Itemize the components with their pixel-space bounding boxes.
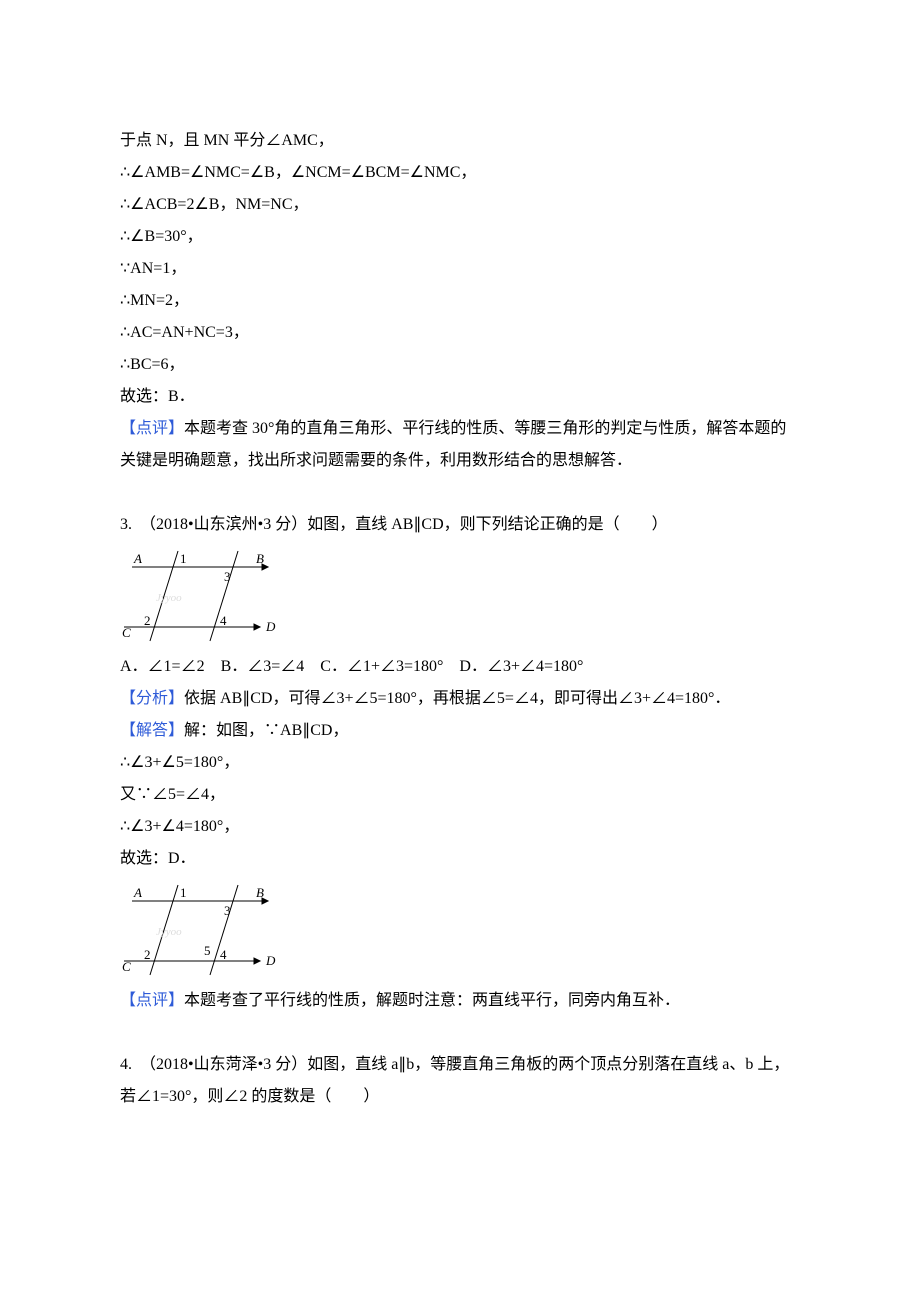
proof-line: ∴BC=6， (120, 349, 800, 381)
solution-label: 【解答】 (120, 722, 184, 739)
vertex-label-B: B (256, 551, 264, 566)
comment-text: 本题考查 30°角的直角三角形、平行线的性质、等腰三角形的判定与性质，解答本题的… (120, 420, 786, 469)
parallel-lines-diagram-icon: A B C D 1 3 2 4 Jyyoo (120, 545, 290, 645)
solution-line: 【解答】解：如图，∵AB∥CD， (120, 715, 800, 747)
angle-label-5: 5 (204, 943, 211, 958)
vertex-label-D: D (265, 953, 276, 968)
page: 于点 N，且 MN 平分∠AMC， ∴∠AMB=∠NMC=∠B，∠NCM=∠BC… (0, 0, 920, 1193)
proof-line: ∴∠AMB=∠NMC=∠B，∠NCM=∠BCM=∠NMC， (120, 157, 800, 189)
comment-paragraph: 【点评】本题考查了平行线的性质，解题时注意：两直线平行，同旁内角互补． (120, 985, 800, 1017)
proof-line: ∴∠B=30°， (120, 221, 800, 253)
angle-label-4: 4 (220, 947, 227, 962)
solution-line: 又∵∠5=∠4， (120, 779, 800, 811)
proof-line: ∵AN=1， (120, 253, 800, 285)
vertex-label-B: B (256, 885, 264, 900)
proof-line: ∴∠ACB=2∠B，NM=NC， (120, 189, 800, 221)
angle-label-2: 2 (144, 613, 151, 628)
solution-line: ∴∠3+∠4=180°， (120, 811, 800, 843)
comment-text: 本题考查了平行线的性质，解题时注意：两直线平行，同旁内角互补． (184, 992, 680, 1009)
comment-label: 【点评】 (120, 992, 184, 1009)
angle-label-1: 1 (180, 551, 187, 566)
solution-line: ∴∠3+∠5=180°， (120, 747, 800, 779)
vertex-label-C: C (122, 959, 131, 974)
figure-1: A B C D 1 3 2 4 Jyyoo (120, 545, 800, 645)
proof-line: ∴AC=AN+NC=3， (120, 317, 800, 349)
question-stem: 3. （2018•山东滨州•3 分）如图，直线 AB∥CD，则下列结论正确的是（… (120, 509, 800, 541)
angle-label-1: 1 (180, 885, 187, 900)
proof-line: 于点 N，且 MN 平分∠AMC， (120, 125, 800, 157)
blank-line (120, 1017, 800, 1049)
comment-label: 【点评】 (120, 420, 184, 437)
options-line: A．∠1=∠2 B．∠3=∠4 C．∠1+∠3=180° D．∠3+∠4=180… (120, 651, 800, 683)
question-stem: 4. （2018•山东菏泽•3 分）如图，直线 a∥b，等腰直角三角板的两个顶点… (120, 1049, 800, 1113)
watermark-text: Jyyoo (156, 926, 182, 938)
solution-text: 解：如图，∵AB∥CD， (184, 722, 348, 739)
proof-line: 故选：B． (120, 381, 800, 413)
vertex-label-C: C (122, 625, 131, 640)
parallel-lines-diagram-solution-icon: A B C D 1 3 5 2 4 Jyyoo (120, 879, 290, 979)
analysis-text: 依据 AB∥CD，可得∠3+∠5=180°，再根据∠5=∠4，即可得出∠3+∠4… (184, 690, 730, 707)
vertex-label-A: A (133, 885, 142, 900)
angle-label-3: 3 (224, 569, 231, 584)
proof-line: ∴MN=2， (120, 285, 800, 317)
angle-label-3: 3 (224, 903, 231, 918)
angle-label-4: 4 (220, 613, 227, 628)
analysis-label: 【分析】 (120, 690, 184, 707)
figure-2: A B C D 1 3 5 2 4 Jyyoo (120, 879, 800, 979)
analysis-paragraph: 【分析】依据 AB∥CD，可得∠3+∠5=180°，再根据∠5=∠4，即可得出∠… (120, 683, 800, 715)
blank-line (120, 477, 800, 509)
solution-line: 故选：D． (120, 843, 800, 875)
comment-paragraph: 【点评】本题考查 30°角的直角三角形、平行线的性质、等腰三角形的判定与性质，解… (120, 413, 800, 477)
vertex-label-D: D (265, 619, 276, 634)
watermark-text: Jyyoo (156, 592, 182, 604)
angle-label-2: 2 (144, 947, 151, 962)
vertex-label-A: A (133, 551, 142, 566)
